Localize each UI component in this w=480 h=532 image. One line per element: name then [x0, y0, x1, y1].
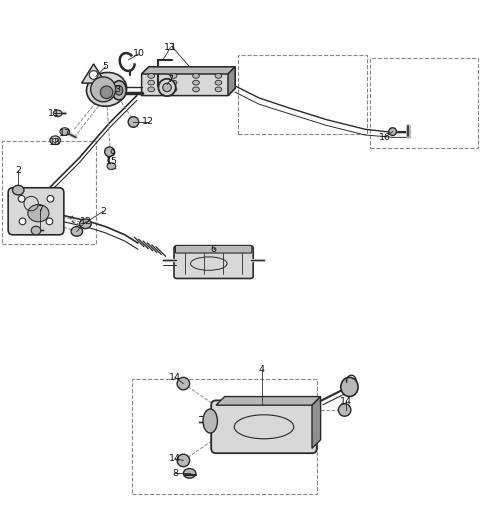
Ellipse shape — [18, 195, 25, 202]
Text: 12: 12 — [79, 218, 91, 226]
Ellipse shape — [170, 87, 177, 92]
Text: 12: 12 — [142, 118, 154, 127]
Text: 1: 1 — [170, 43, 176, 52]
Text: 4: 4 — [259, 365, 264, 373]
Text: 17: 17 — [59, 129, 71, 138]
Text: 9: 9 — [110, 149, 116, 157]
Ellipse shape — [148, 73, 155, 78]
Text: 11: 11 — [48, 109, 60, 118]
Ellipse shape — [183, 469, 196, 478]
Text: 8: 8 — [172, 469, 178, 478]
Ellipse shape — [46, 218, 53, 225]
Text: 7: 7 — [168, 75, 173, 84]
Ellipse shape — [31, 226, 41, 235]
Text: 5: 5 — [103, 62, 108, 71]
Ellipse shape — [192, 73, 199, 78]
Text: 7: 7 — [37, 205, 43, 214]
Ellipse shape — [389, 128, 396, 136]
Ellipse shape — [148, 87, 155, 92]
Ellipse shape — [53, 110, 62, 117]
Ellipse shape — [170, 80, 177, 85]
Ellipse shape — [50, 136, 60, 145]
FancyBboxPatch shape — [8, 188, 64, 235]
Text: 14: 14 — [169, 373, 181, 382]
Bar — [238, 55, 367, 134]
Polygon shape — [82, 64, 106, 83]
Ellipse shape — [158, 79, 176, 96]
Ellipse shape — [80, 219, 91, 229]
Ellipse shape — [177, 454, 190, 467]
Polygon shape — [216, 396, 321, 405]
Ellipse shape — [53, 138, 58, 142]
Ellipse shape — [91, 77, 116, 102]
FancyBboxPatch shape — [211, 401, 317, 453]
Text: 2: 2 — [100, 207, 106, 216]
Ellipse shape — [192, 87, 199, 92]
Ellipse shape — [215, 87, 222, 92]
Ellipse shape — [100, 86, 113, 98]
Ellipse shape — [163, 83, 171, 92]
Ellipse shape — [341, 377, 358, 396]
Text: 6: 6 — [211, 245, 216, 254]
Ellipse shape — [19, 218, 26, 225]
Ellipse shape — [107, 163, 116, 170]
Text: 18: 18 — [49, 138, 61, 147]
Text: 16: 16 — [379, 133, 391, 142]
Ellipse shape — [71, 227, 83, 236]
Ellipse shape — [105, 147, 114, 156]
Ellipse shape — [215, 73, 222, 78]
Text: 3: 3 — [115, 85, 120, 94]
Text: 13: 13 — [164, 43, 177, 52]
Text: 15: 15 — [106, 157, 118, 166]
Polygon shape — [228, 67, 235, 96]
Ellipse shape — [115, 86, 123, 95]
Bar — [132, 379, 317, 494]
Text: 10: 10 — [133, 49, 145, 59]
FancyBboxPatch shape — [176, 245, 252, 253]
Ellipse shape — [338, 404, 351, 416]
Ellipse shape — [177, 377, 190, 390]
Ellipse shape — [28, 205, 49, 222]
Ellipse shape — [215, 80, 222, 85]
Ellipse shape — [112, 81, 126, 100]
Polygon shape — [312, 396, 321, 448]
Ellipse shape — [47, 195, 54, 202]
Text: 14: 14 — [339, 397, 351, 406]
Ellipse shape — [192, 80, 199, 85]
Ellipse shape — [203, 409, 217, 433]
Bar — [2, 141, 96, 244]
Ellipse shape — [128, 117, 139, 127]
Ellipse shape — [148, 80, 155, 85]
Text: 14: 14 — [169, 454, 181, 463]
Text: 2: 2 — [15, 167, 21, 176]
Ellipse shape — [60, 128, 70, 136]
Bar — [370, 58, 478, 148]
Polygon shape — [142, 67, 235, 74]
Ellipse shape — [89, 71, 98, 79]
Ellipse shape — [170, 73, 177, 78]
Ellipse shape — [12, 185, 24, 195]
FancyBboxPatch shape — [174, 246, 253, 278]
Ellipse shape — [86, 72, 127, 106]
Polygon shape — [142, 67, 235, 96]
